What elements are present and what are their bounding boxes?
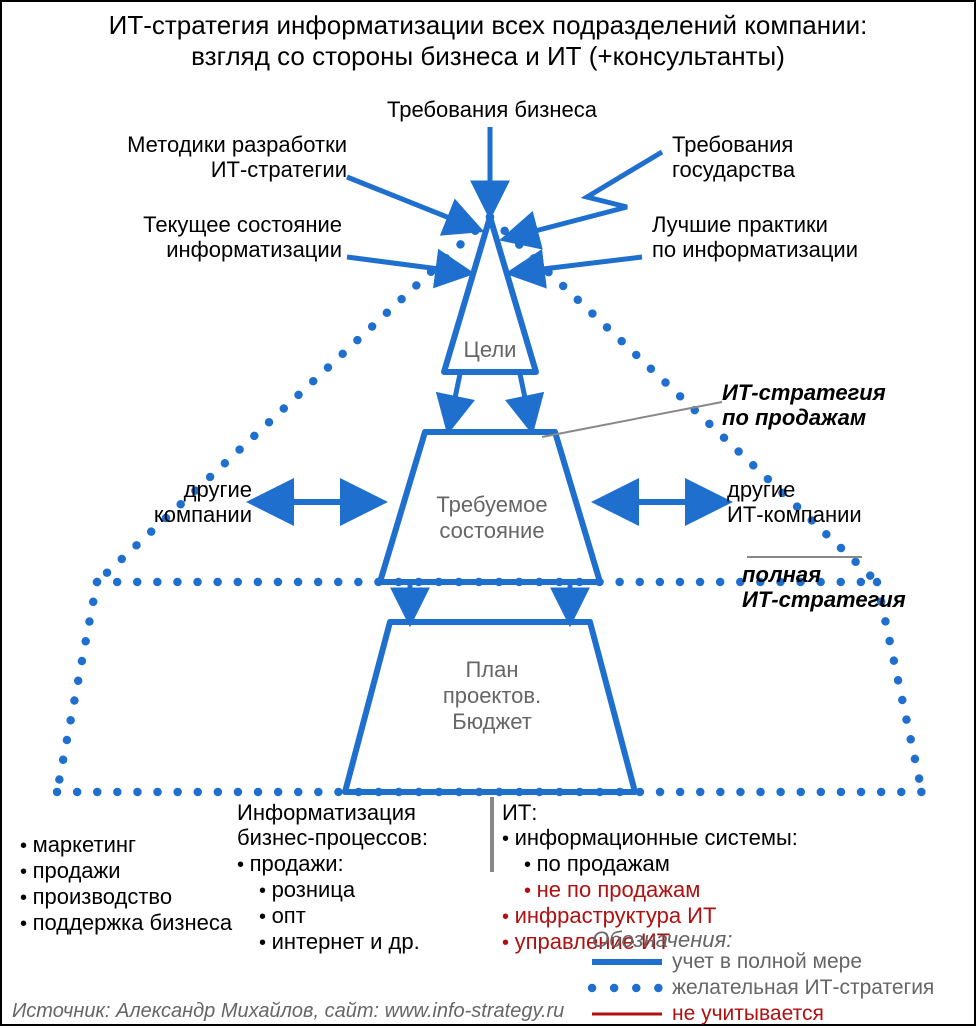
bizproc-block: Информатизация бизнес-процессов: продажи…	[237, 800, 428, 955]
li-sales: продажи	[20, 858, 232, 884]
l1: План	[465, 657, 518, 682]
l2: по информатизации	[652, 237, 858, 262]
l2: государства	[672, 157, 795, 182]
label-gov: Требования государства	[672, 132, 795, 183]
t: желательная ИТ-стратегия	[672, 976, 934, 999]
text: Требования бизнеса	[387, 97, 597, 122]
li-production: производство	[20, 884, 232, 910]
l2: ИТ-компании	[727, 502, 862, 527]
t: учет в полной мере	[672, 950, 862, 973]
l2: состояние	[439, 518, 544, 543]
l2: по продажам	[722, 405, 866, 430]
tier2-label: Требуемое состояние	[412, 492, 572, 544]
t: Обозначения:	[592, 927, 732, 952]
tier1-label: Цели	[450, 337, 530, 363]
l1: Методики разработки	[127, 132, 347, 157]
l2: информатизации	[166, 237, 342, 262]
bp-internet: интернет и др.	[259, 929, 428, 955]
legend-full: учет в полной мере	[672, 950, 862, 974]
tier3-label: План проектов. Бюджет	[402, 657, 582, 735]
li-marketing: маркетинг	[20, 832, 232, 858]
it-sales: по продажам	[524, 851, 798, 877]
legend-none: не учитывается	[672, 1002, 824, 1026]
bp-list: продажи: розница опт интернет и др.	[237, 851, 428, 955]
l1: полная	[742, 562, 821, 587]
bp-opt: опт	[259, 903, 428, 929]
l2: ИТ-стратегии	[211, 157, 347, 182]
l2: ИТ-стратегия	[742, 587, 906, 612]
l1: Требования	[672, 132, 793, 157]
label-bestpractices: Лучшие практики по информатизации	[652, 212, 858, 263]
l1: другие	[727, 477, 795, 502]
t: не учитывается	[672, 1002, 824, 1025]
l1: Текущее состояние	[143, 212, 342, 237]
source-line: Источник: Александр Михайлов, сайт: www.…	[12, 1000, 564, 1023]
it-infra: инфраструктура ИТ	[502, 903, 798, 929]
it-infosys: информационные системы:	[502, 825, 798, 851]
t: Источник: Александр Михайлов, сайт: www.…	[12, 1000, 564, 1022]
label-other-companies: другие компании	[112, 477, 252, 528]
l2: компании	[154, 502, 252, 527]
h1: Информатизация	[237, 800, 416, 825]
label-methods: Методики разработки ИТ-стратегии	[57, 132, 347, 183]
legend-title: Обозначения:	[592, 927, 732, 952]
label-other-it-companies: другие ИТ-компании	[727, 477, 862, 528]
label-currentstate: Текущее состояние информатизации	[57, 212, 342, 263]
l2: проектов.	[443, 683, 541, 708]
l1: другие	[184, 477, 252, 502]
l1: Требуемое	[436, 492, 547, 517]
h: ИТ:	[502, 800, 537, 825]
it-notsales: не по продажам	[524, 877, 798, 903]
left-simple-list: маркетинг продажи производство поддержка…	[20, 832, 232, 936]
label-business-req: Требования бизнеса	[322, 97, 662, 122]
diagram-frame: ИТ-стратегия информатизации всех подразд…	[0, 0, 976, 1026]
callout-sales-strategy: ИТ-стратегия по продажам	[722, 380, 886, 431]
l3: Бюджет	[452, 709, 532, 734]
gov-zigzag-arrow	[512, 152, 662, 237]
bp-retail: розница	[259, 877, 428, 903]
t: поддержка бизнеса	[33, 910, 233, 935]
h2: бизнес-процессов:	[237, 825, 428, 850]
l1: ИТ-стратегия	[722, 380, 886, 405]
callout-full-strategy: полная ИТ-стратегия	[742, 562, 906, 613]
bullets: маркетинг продажи производство поддержка…	[20, 832, 232, 936]
l1: Лучшие практики	[652, 212, 828, 237]
t: Цели	[464, 337, 517, 362]
bp-sales: продажи:	[237, 851, 428, 877]
legend-dotted: желательная ИТ-стратегия	[672, 976, 934, 1000]
legend-swatches	[592, 962, 662, 1014]
li-support: поддержка бизнеса	[20, 910, 232, 936]
